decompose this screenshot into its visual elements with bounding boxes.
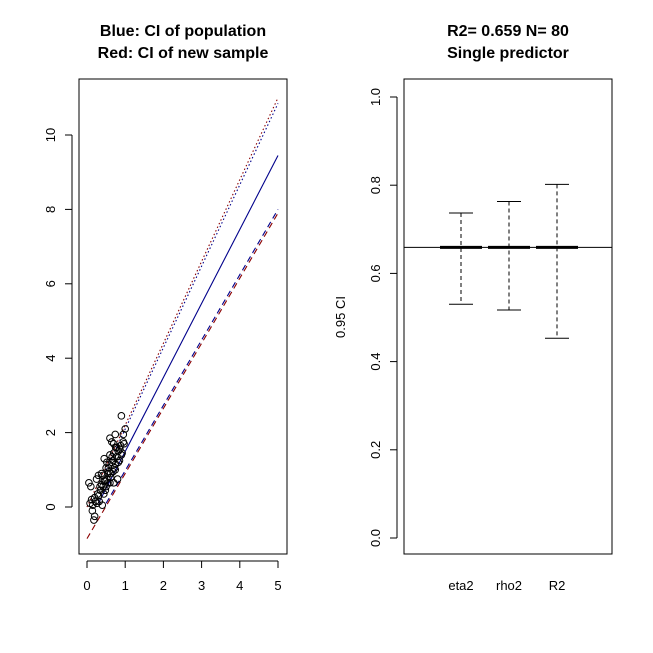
right-error-bars [404,183,612,339]
scatter-point [88,506,97,515]
scatter-point [90,493,99,502]
y-tick-label: 0 [43,503,58,510]
scatter-point [87,482,95,491]
scatter-point [103,458,111,467]
scatter-point [96,482,104,491]
scatter-point [91,497,100,506]
line-dotted-1 [105,103,279,471]
scatter-point [120,439,128,448]
x-tick-label: 0 [83,578,90,593]
scatter-point [113,475,122,483]
right-chart-subtitle: Single predictor [447,45,569,62]
scatter-point [111,430,120,439]
scatter-point [117,451,126,459]
y-tick-label: 4 [43,355,58,362]
scatter-point [106,479,114,487]
x-tick-label: 1 [122,578,129,593]
scatter-point [99,482,107,491]
y-tick-label: 1.0 [368,88,383,106]
scatter-point [108,438,116,446]
x-category-label: R2 [549,578,566,593]
left-plot-frame [78,78,288,555]
scatter-point [98,501,107,509]
scatter-point [106,469,115,478]
left-chart-panel: Blue: CI of population Red: CI of new sa… [43,23,288,593]
scatter-point [85,479,93,487]
x-tick-label: 3 [198,578,205,593]
scatter-point [108,452,117,461]
right-plot-frame [403,78,613,555]
y-tick-label: 8 [43,206,58,213]
y-tick-label: 0.2 [368,441,383,459]
scatter-point [90,516,98,524]
x-tick-label: 4 [236,578,243,593]
y-tick-label: 0.0 [368,529,383,547]
line-solid-0 [97,155,279,504]
line-dashed-4 [86,212,279,539]
x-tick-label: 5 [274,578,281,593]
line-dotted-3 [86,97,279,508]
right-y-axis-label: 0.95 CI [333,296,348,338]
scatter-point [94,492,103,500]
right-x-axis-labels: eta2 rho2 R2 [448,578,565,593]
line-dashed-2 [105,209,279,504]
left-y-axis: 0 2 4 6 8 10 [43,128,73,511]
right-y-axis: 0.0 0.2 0.4 0.6 0.8 1.0 [368,88,398,547]
scatter-point [97,469,106,478]
left-regression-lines [86,97,279,539]
y-tick-label: 0.8 [368,176,383,194]
scatter-point [100,490,108,498]
y-tick-label: 10 [43,128,58,142]
x-category-label: eta2 [448,578,473,593]
y-tick-label: 2 [43,429,58,436]
scatter-point [119,430,128,439]
y-tick-label: 0.4 [368,353,383,371]
right-chart-title: R2= 0.659 N= 80 [447,23,569,40]
scatter-point [106,434,114,442]
scatter-point [92,475,101,483]
scatter-point [106,451,114,459]
right-chart-panel: R2= 0.659 N= 80 Single predictor 0.95 CI… [333,23,613,593]
scatter-point [111,466,120,474]
scatter-point [117,412,126,420]
left-x-axis: 0 1 2 3 4 5 [83,560,282,593]
y-tick-label: 0.6 [368,264,383,282]
scatter-point [101,486,110,495]
x-category-label: rho2 [496,578,522,593]
left-chart-title: Blue: CI of population [100,23,266,40]
left-scatter-points [85,412,129,524]
left-chart-subtitle: Red: CI of new sample [98,45,269,62]
x-tick-label: 2 [160,578,167,593]
scatter-point [109,439,118,448]
scatter-point [114,458,123,467]
y-tick-label: 6 [43,280,58,287]
scatter-point [109,467,117,476]
